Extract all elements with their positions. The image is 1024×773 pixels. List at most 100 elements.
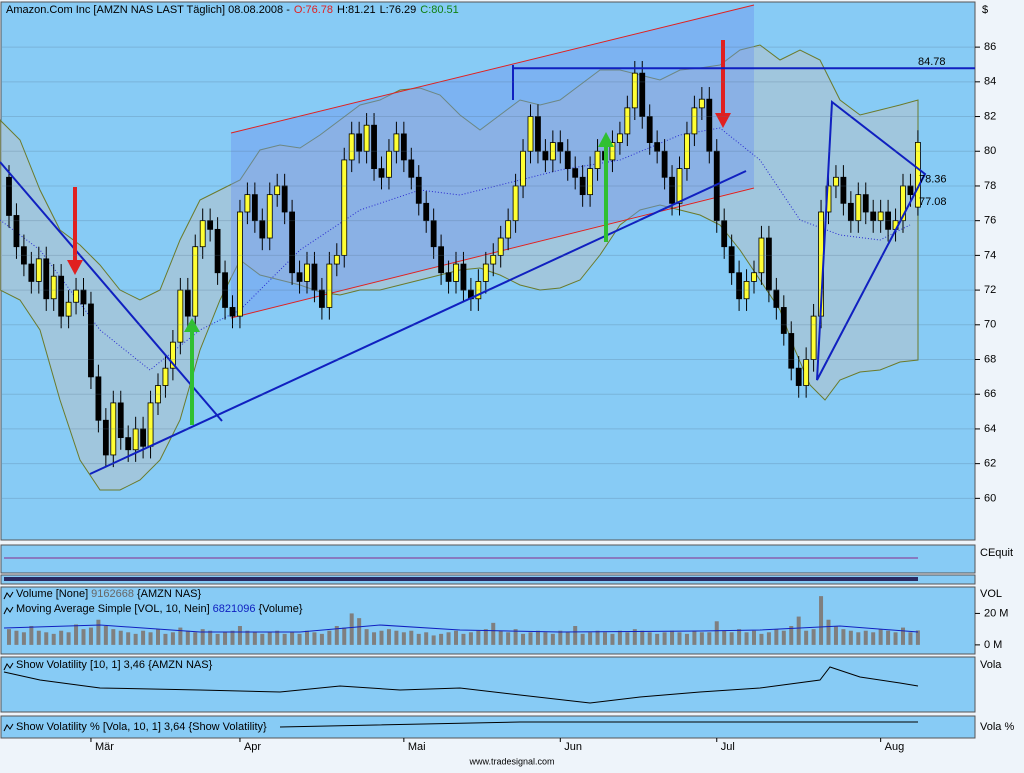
volume-bar [550, 633, 555, 645]
candle-body [229, 307, 236, 317]
volume-bar [759, 633, 764, 645]
volume-bar [439, 633, 444, 645]
volume-bar [781, 630, 786, 645]
arrow-head [67, 260, 83, 275]
candle-body [162, 367, 169, 386]
volume-bar [305, 630, 309, 645]
candle-body [684, 133, 690, 170]
y-tick-label: 62 [984, 458, 996, 470]
volume-bar [312, 632, 317, 645]
candle-body [557, 142, 564, 152]
candle-body [587, 168, 593, 196]
level-label: 78.36 [919, 174, 947, 186]
candle-body [870, 211, 877, 222]
candle-body [676, 168, 683, 204]
candle-body [244, 194, 251, 213]
level-label: 77.08 [919, 196, 947, 208]
volume-bar [230, 630, 235, 645]
candle-body [296, 272, 303, 282]
candle-body [222, 272, 228, 308]
volume-bar [878, 629, 883, 645]
vola-pct-line [279, 721, 918, 728]
volume-bar [319, 633, 324, 645]
vola-panel [0, 656, 976, 713]
candle-body [542, 150, 549, 161]
candle-body [520, 150, 526, 187]
candle-body [915, 142, 921, 208]
volume-bar [901, 627, 905, 645]
x-tick-label: Mär [95, 741, 114, 753]
volume-bar [401, 632, 406, 645]
x-tick-label: Mai [408, 741, 426, 753]
icon [3, 723, 14, 732]
volume-bar [364, 629, 369, 645]
candle-body [482, 263, 489, 282]
volume-bar [431, 635, 436, 645]
volume-bar [446, 632, 451, 645]
y-tick-label: 0 M [984, 639, 1002, 651]
candle-body [110, 402, 117, 456]
volume-bar [454, 630, 458, 645]
y-tick-label: 86 [984, 41, 996, 53]
candle-body [333, 254, 340, 265]
candle-body [408, 159, 415, 178]
volume-bar [476, 630, 481, 645]
volume-bar [74, 624, 79, 645]
volume-bar [252, 632, 257, 645]
volume-bar [208, 630, 213, 645]
volume-bar [506, 632, 511, 645]
candle-body [341, 159, 348, 256]
volume-bar [692, 630, 697, 645]
candle-body [237, 211, 243, 317]
footer: www.tradesignal.com [468, 756, 554, 766]
candle-body [266, 194, 273, 239]
legend-value: 6821096 [213, 603, 256, 615]
ma-legend: Moving Average Simple [VOL, 10, Nein] 682… [16, 603, 303, 615]
volume-bar [588, 632, 593, 645]
arrow-head [184, 318, 200, 332]
volume-bar [893, 632, 898, 645]
candle-body [430, 220, 437, 248]
candle-body [535, 116, 541, 152]
candle-body [907, 185, 914, 196]
volume-bar [372, 632, 377, 645]
volume-bar [737, 629, 742, 645]
volume-bar [632, 629, 637, 645]
volume-bar [88, 627, 93, 645]
icon [3, 606, 14, 615]
volume-bar [796, 616, 801, 645]
y-tick-label: 66 [984, 388, 996, 400]
y-tick-label: 68 [984, 353, 996, 365]
volume-bar [908, 632, 913, 645]
volume-bar [103, 626, 108, 645]
volume-bar [707, 632, 712, 645]
candle-body [423, 202, 430, 222]
candle-body [184, 289, 191, 317]
x-tick-label: Apr [244, 741, 261, 753]
level-label: 84.78 [918, 56, 946, 68]
candle-body [795, 367, 802, 386]
volume-bar [655, 633, 660, 645]
candle-body [631, 72, 638, 109]
volume-bar [148, 632, 153, 645]
candle-body [572, 168, 579, 178]
legend-name: Volume [None] [16, 588, 88, 600]
candle-body [356, 133, 363, 152]
volume-bar [819, 596, 824, 645]
candle-body [50, 275, 57, 300]
volume-bar [886, 630, 891, 645]
candle-body [378, 168, 385, 178]
volume-bar [290, 632, 295, 645]
candle-body [169, 341, 176, 369]
candle-body [766, 237, 772, 291]
candle-body [363, 124, 370, 152]
close-label: C:80.51 [420, 4, 459, 16]
volume-bar [245, 630, 250, 645]
volume-axis-label: VOL [980, 588, 1002, 600]
volume-bar [141, 630, 146, 645]
y-axis-label: $ [982, 4, 988, 16]
volume-bar [699, 632, 704, 645]
candle-body [65, 301, 72, 317]
candle-body [192, 246, 199, 317]
